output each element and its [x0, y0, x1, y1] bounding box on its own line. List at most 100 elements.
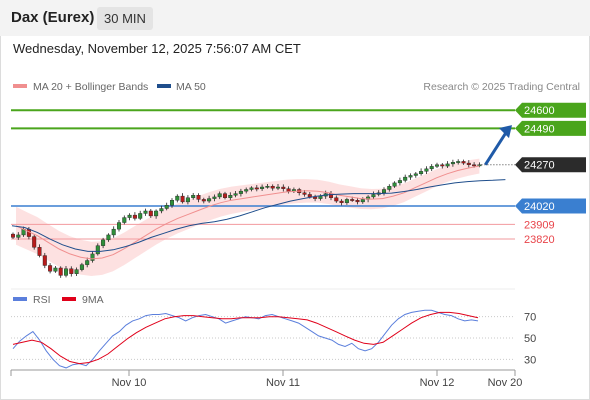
candle-body: [148, 210, 153, 217]
candle: [265, 184, 270, 189]
candle: [382, 187, 387, 196]
candle: [440, 163, 445, 169]
candle-body: [360, 199, 365, 203]
price-tag-box: [515, 120, 586, 136]
projection-arrow-head: [499, 125, 512, 139]
candle: [207, 195, 212, 203]
candle: [37, 244, 42, 258]
legend-label-ma50: MA 50: [176, 81, 206, 93]
candle: [154, 209, 159, 219]
candle-body: [424, 168, 429, 172]
candle-body: [180, 195, 185, 203]
price-tag-label: 24270: [524, 160, 555, 172]
x-tick-label: Nov 20: [488, 377, 523, 389]
candle: [461, 159, 466, 165]
x-tick-label: Nov 10: [112, 377, 147, 389]
candle: [466, 160, 471, 168]
candle-body: [74, 269, 79, 274]
candle: [281, 184, 286, 192]
candle-body: [201, 199, 206, 202]
price-tag-24490: 24490: [515, 120, 586, 136]
candle: [90, 251, 95, 263]
legend-label-rsi: RSI: [33, 294, 51, 306]
candle: [286, 186, 291, 194]
chart-credit: Research © 2025 Trading Central: [423, 81, 580, 93]
price-tag-box: [515, 157, 586, 173]
candle-body: [397, 180, 402, 184]
rsi-tick-70: 70: [524, 312, 536, 324]
candle: [217, 191, 222, 200]
candle-body: [450, 162, 455, 165]
price-tag-24020: 24020: [515, 198, 586, 214]
legend-swatch-9ma: [62, 297, 76, 301]
candle-body: [344, 199, 349, 203]
candle-body: [233, 193, 238, 196]
candle: [450, 159, 455, 167]
candle-body: [440, 164, 445, 167]
candle-body: [122, 217, 127, 223]
chart-datetime: Wednesday, November 12, 2025 7:56:07 AM …: [13, 41, 301, 56]
candle-body: [95, 245, 100, 255]
candle: [48, 263, 53, 274]
rsi-tick-30: 30: [524, 354, 536, 366]
legend-swatch-ma20: [13, 84, 27, 88]
rsi-legend: RSI 9MA: [13, 294, 104, 306]
candle-body: [143, 210, 148, 214]
price-tag-label: 24600: [524, 105, 555, 117]
candle: [334, 195, 339, 203]
candle: [180, 193, 185, 204]
candle: [138, 210, 143, 221]
candle-body: [175, 195, 180, 201]
candle-body: [408, 175, 413, 178]
candle: [69, 266, 74, 277]
candle-body: [350, 199, 355, 201]
candle-body: [79, 264, 84, 270]
candle-body: [429, 166, 434, 170]
candle-body: [16, 234, 21, 238]
candle-body: [222, 193, 227, 198]
price-tag-24600: 24600: [515, 102, 586, 118]
price-legend: MA 20 + Bollinger Bands MA 50 Research ©…: [13, 81, 580, 93]
candle-body: [69, 268, 74, 274]
candle: [276, 184, 281, 191]
candle-body: [281, 186, 286, 189]
candle: [392, 181, 397, 188]
x-axis: Nov 10 Nov 11 Nov 12 Nov 20: [10, 369, 523, 389]
candle-body: [127, 214, 132, 218]
candle-body: [212, 196, 217, 199]
legend-swatch-rsi: [13, 297, 27, 301]
candle-body: [456, 161, 461, 163]
candle: [42, 252, 47, 269]
price-pane: 24600 24490 24270 24020 23909 23820: [10, 102, 586, 290]
legend-label-9ma: 9MA: [82, 294, 104, 306]
candle-body: [90, 253, 95, 261]
ma20-line: [15, 165, 480, 260]
candle: [10, 232, 15, 240]
candle: [397, 177, 402, 186]
candle: [233, 190, 238, 198]
candle-body: [53, 267, 58, 272]
candle-body: [159, 208, 164, 212]
rsi-pane: 70 50 30: [11, 309, 536, 369]
instrument-title: Dax (Eurex): [11, 9, 95, 26]
timeframe-badge[interactable]: 30 MIN: [97, 7, 153, 30]
candle-body: [228, 195, 233, 198]
chart-header: Dax (Eurex) 30 MIN: [0, 0, 590, 36]
candle-body: [10, 233, 15, 238]
candle-body: [254, 187, 259, 190]
candle: [228, 192, 233, 201]
candle: [148, 208, 153, 218]
candle: [95, 243, 100, 256]
candle-body: [334, 197, 339, 202]
candle-body: [154, 210, 159, 217]
candle-body: [48, 265, 53, 272]
candle: [344, 197, 349, 205]
candle-body: [286, 188, 291, 192]
candle: [191, 192, 196, 200]
candle-body: [392, 182, 397, 187]
candle-body: [387, 185, 392, 190]
candle: [159, 205, 164, 214]
candle: [185, 195, 190, 205]
candle-body: [164, 204, 169, 209]
candle: [244, 187, 249, 194]
